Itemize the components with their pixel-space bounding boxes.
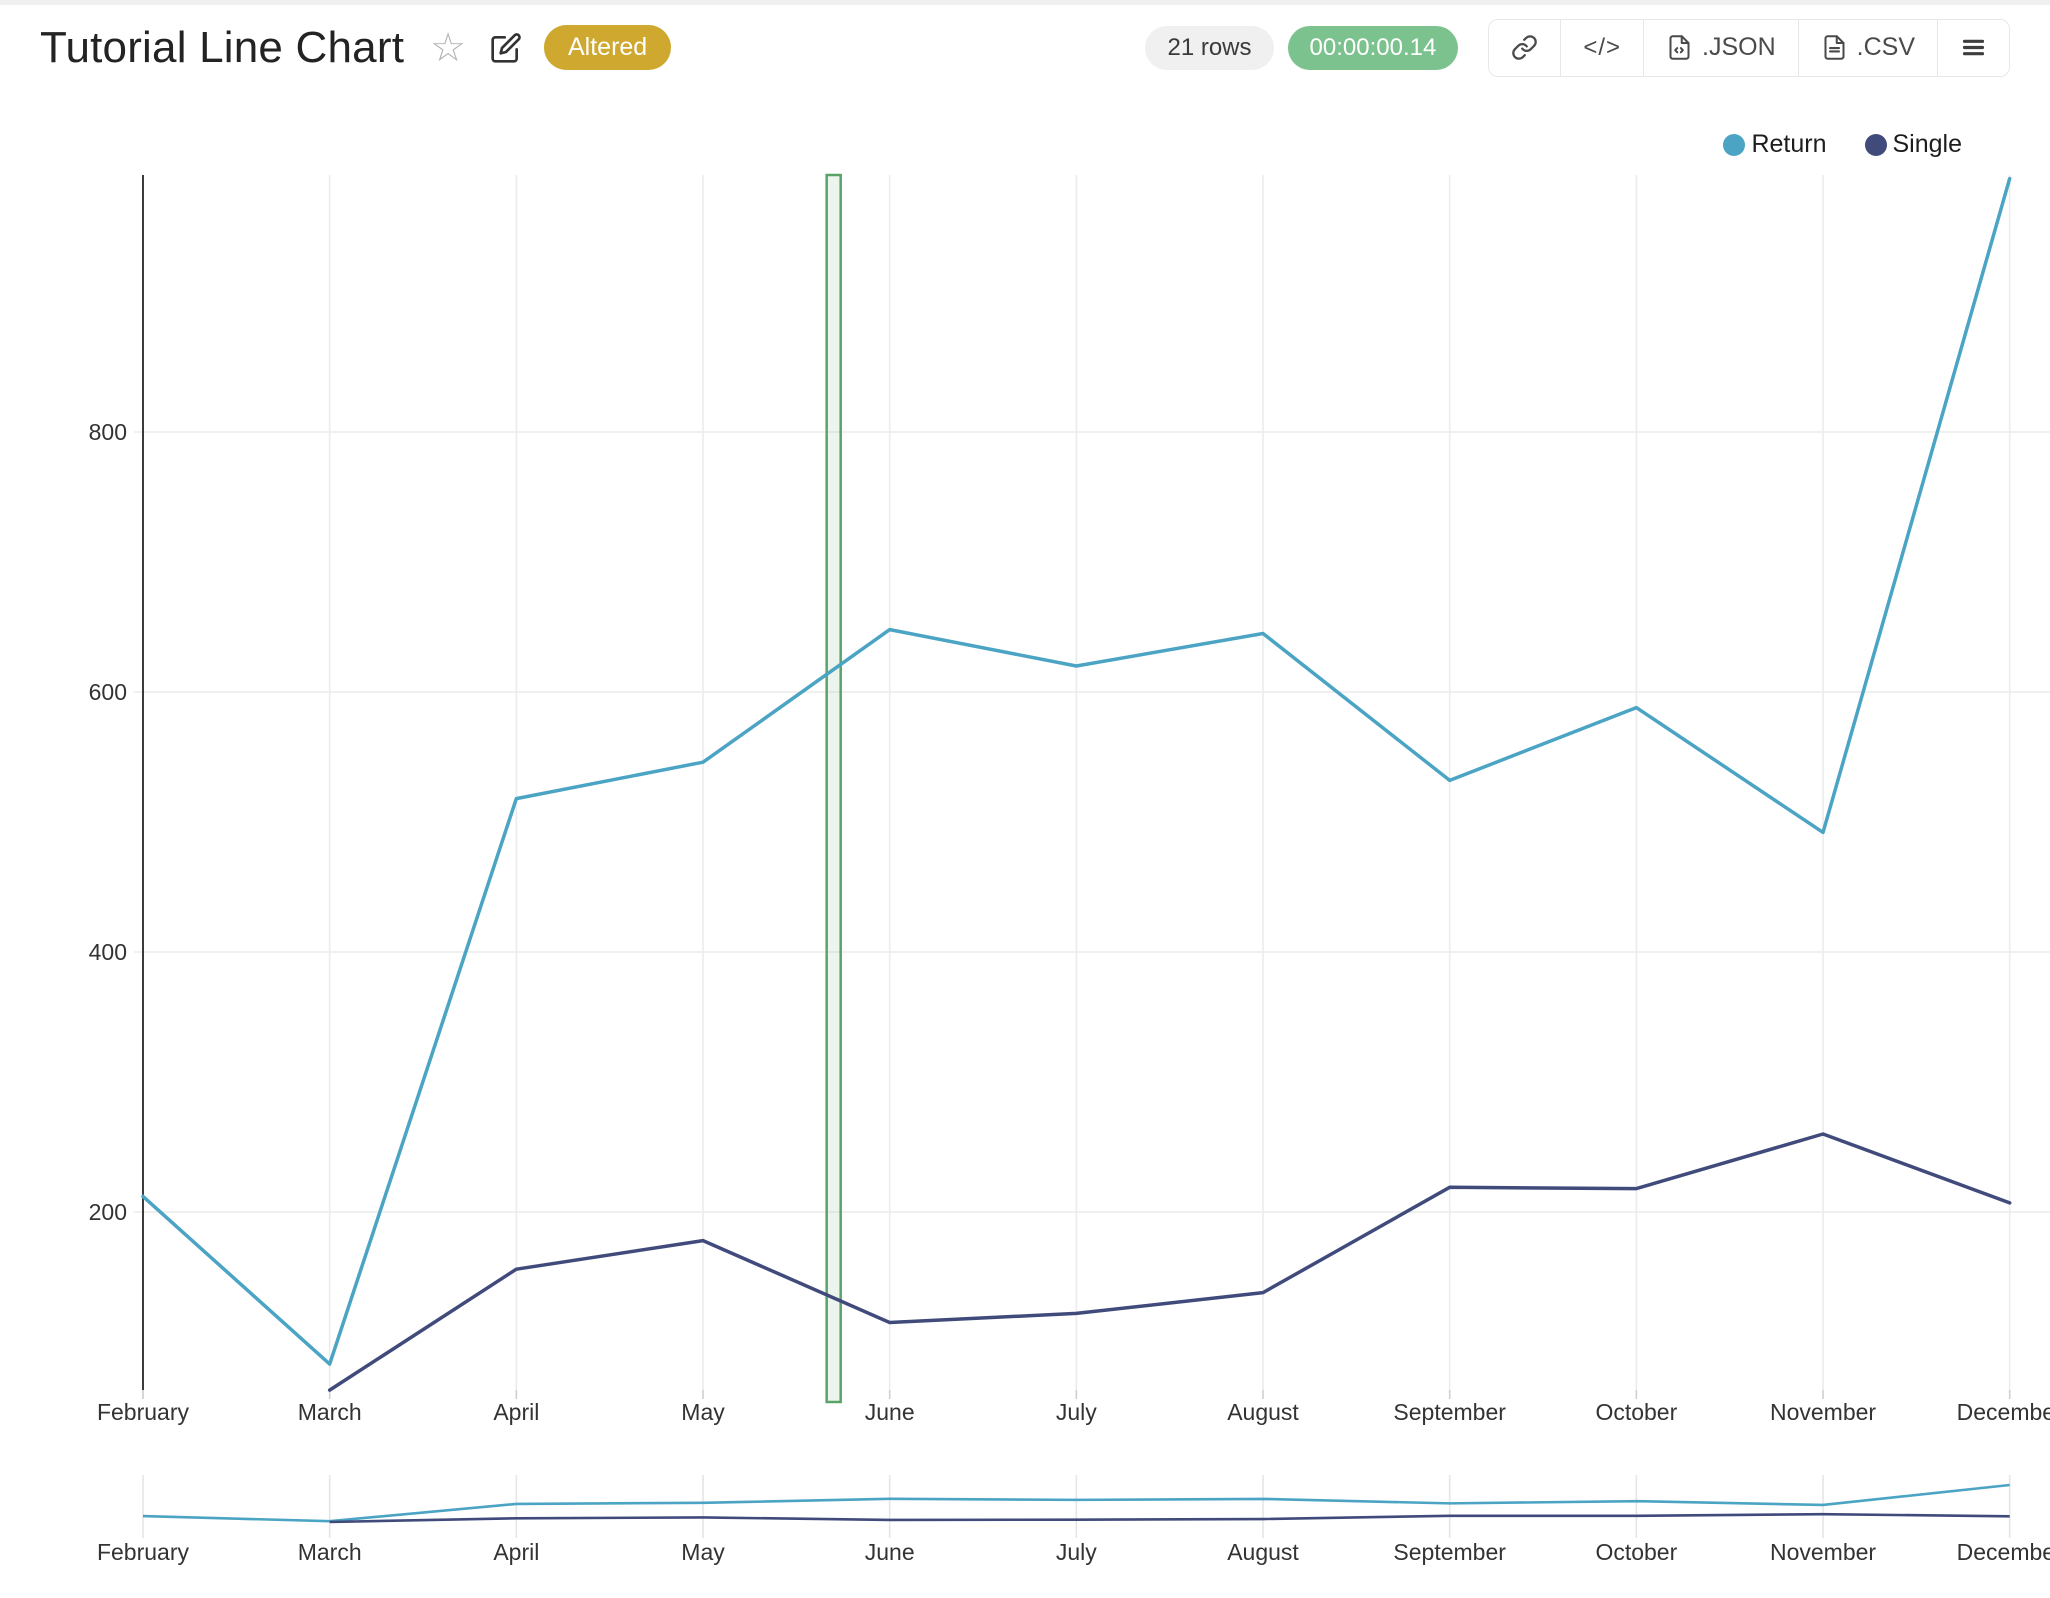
x-axis-tick-label: April [493, 1399, 539, 1425]
download-json-button[interactable]: .JSON [1643, 19, 1798, 76]
y-axis-tick-label: 800 [89, 419, 127, 445]
rangeslider-tick-label: September [1393, 1539, 1506, 1565]
single-mini-line [329, 1512, 2010, 1524]
edit-title-icon[interactable] [490, 32, 522, 64]
line-chart-canvas[interactable]: 200 400 600 800 February March April May June Jul… [0, 90, 2050, 1598]
download-csv-button[interactable]: .CSV [1797, 19, 1937, 76]
export-toolbar: </> .JSON .CSV [1488, 18, 2010, 77]
share-link-button[interactable] [1489, 19, 1561, 76]
return-mini-line [142, 1483, 2010, 1523]
chart-header: Tutorial Line Chart ☆ Altered 21 rows 00… [0, 5, 2050, 90]
x-axis-tick-label: June [865, 1399, 915, 1425]
row-count-badge: 21 rows [1145, 25, 1274, 70]
y-axis-tick-label: 200 [89, 1199, 127, 1225]
link-icon [1512, 35, 1538, 60]
range-slider-chart[interactable]: February March April May June July August Septe… [97, 1475, 2050, 1565]
rangeslider-tick-label: August [1227, 1539, 1299, 1565]
rangeslider-tick-label: December [1957, 1539, 2050, 1565]
rangeslider-tick-label: July [1056, 1539, 1097, 1565]
json-button-label: .JSON [1702, 33, 1776, 61]
csv-file-icon [1824, 35, 1845, 60]
return-series-label: Return [1751, 130, 1827, 158]
x-axis-tick-label: May [681, 1399, 725, 1425]
legend-item-return[interactable]: Return [1723, 130, 1827, 159]
y-axis-tick-label: 600 [89, 679, 127, 705]
return-series-line [141, 176, 2012, 1366]
x-axis-tick-label: March [298, 1399, 362, 1425]
highlight-band [825, 173, 842, 1404]
json-file-icon [1669, 35, 1690, 60]
chart-legend: Return Single [1723, 130, 1962, 159]
return-series-swatch [1723, 133, 1746, 156]
embed-code-button[interactable]: </> [1560, 19, 1644, 76]
favorite-star-icon[interactable]: ☆ [430, 25, 466, 70]
query-duration-badge: 00:00:00.14 [1287, 25, 1459, 70]
main-axes: 200 400 600 800 February March April May June Jul… [89, 175, 2050, 1425]
legend-item-single[interactable]: Single [1864, 130, 1963, 159]
rangeslider-tick-label: May [681, 1539, 725, 1565]
more-menu-button[interactable] [1937, 19, 2009, 76]
altered-status-badge: Altered [543, 25, 672, 70]
page-top-divider [0, 0, 2050, 5]
x-axis-tick-label: September [1393, 1399, 1506, 1425]
single-series-label: Single [1892, 130, 1963, 158]
page-title: Tutorial Line Chart [40, 22, 405, 72]
series-lines [141, 176, 2012, 1392]
rangeslider-tick-label: February [97, 1539, 190, 1565]
rangeslider-tick-label: March [298, 1539, 362, 1565]
single-series-swatch [1864, 133, 1887, 156]
x-axis-tick-label: August [1227, 1399, 1299, 1425]
x-axis-tick-label: February [97, 1399, 190, 1425]
x-axis-tick-label: December [1957, 1399, 2050, 1425]
x-axis-tick-label: October [1595, 1399, 1677, 1425]
x-axis-tick-label: November [1770, 1399, 1876, 1425]
hamburger-menu-icon [1962, 39, 1985, 56]
single-series-line [327, 1132, 2012, 1392]
rangeslider-tick-label: June [865, 1539, 915, 1565]
code-icon: </> [1583, 33, 1622, 61]
y-axis-tick-label: 400 [89, 939, 127, 965]
rangeslider-tick-label: April [493, 1539, 539, 1565]
x-axis-tick-label: July [1056, 1399, 1097, 1425]
rangeslider-tick-label: October [1595, 1539, 1677, 1565]
rangeslider-tick-label: November [1770, 1539, 1876, 1565]
csv-button-label: .CSV [1856, 33, 1915, 61]
